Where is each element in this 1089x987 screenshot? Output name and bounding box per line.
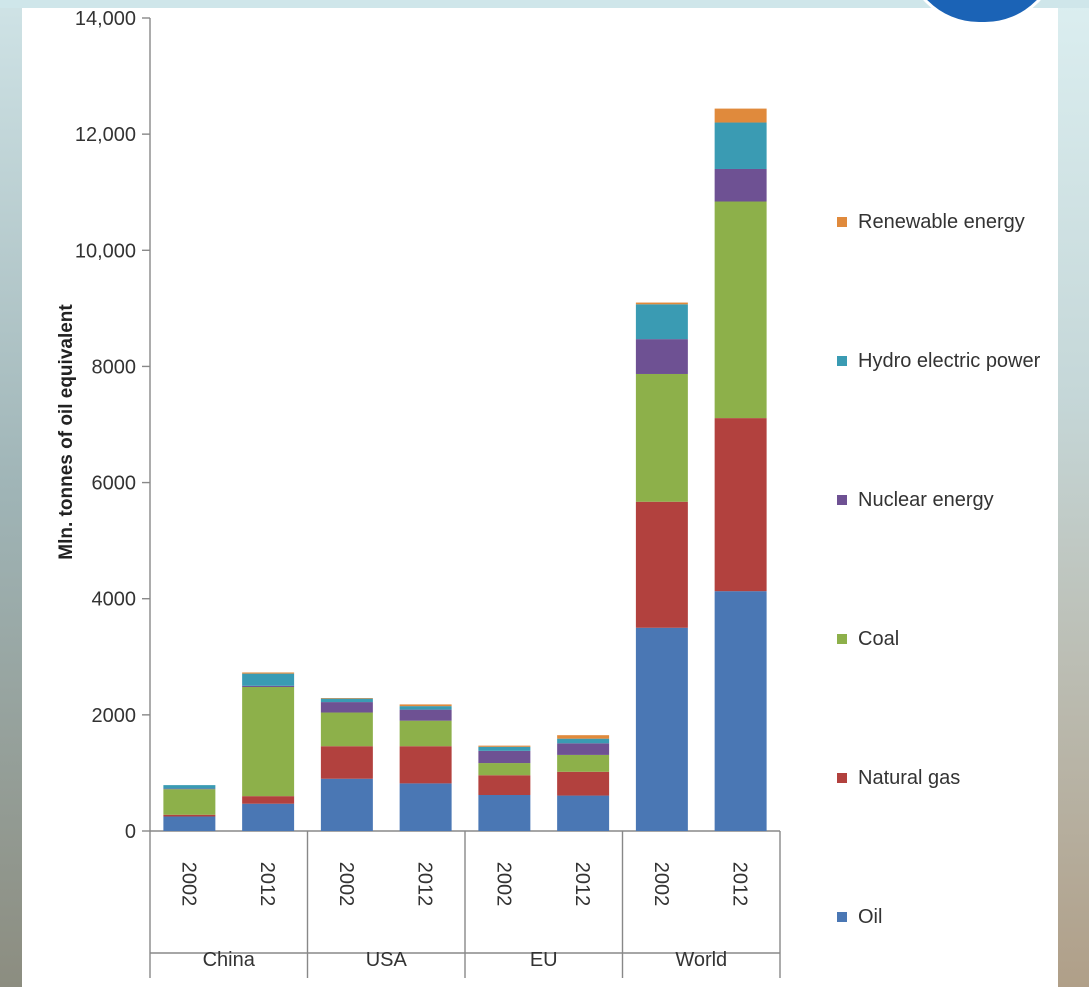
bar-segment (320, 698, 373, 699)
bar-segment (242, 803, 295, 831)
y-tick-label: 4000 (92, 589, 137, 611)
group-label: USA (366, 949, 408, 971)
bar-segment (478, 763, 531, 776)
bar-segment (163, 785, 216, 789)
bar-segment (320, 746, 373, 779)
bar-segment (478, 750, 531, 764)
x-tick-label: 2012 (729, 862, 751, 907)
bar-segment (635, 373, 688, 502)
legend-swatch (837, 217, 847, 227)
bar-segment (399, 709, 452, 721)
legend-label: Hydro electric power (858, 350, 1041, 372)
bar-segment (242, 686, 295, 797)
x-tick-label: 2012 (256, 862, 278, 907)
legend-label: Nuclear energy (858, 489, 994, 511)
y-tick-label: 6000 (92, 473, 137, 495)
bar-segment (557, 795, 610, 831)
bar-segment (399, 706, 452, 710)
legend-swatch (837, 634, 847, 644)
bar-segment (399, 746, 452, 784)
bar-segment (242, 672, 295, 674)
bar-segment (714, 591, 767, 831)
bar-segment (557, 738, 610, 744)
bar-segment (714, 418, 767, 592)
bar-segment (399, 720, 452, 747)
stacked-bar-chart: 0 2000 4000 6000 8000 10,000 12,000 14,000 2002… (56, 8, 1041, 978)
bar-segment (478, 794, 531, 831)
bar-segment (320, 712, 373, 747)
y-tick-label: 0 (125, 821, 136, 843)
bar-segment (242, 673, 295, 686)
bar-segment (714, 108, 767, 123)
bar-segment (242, 685, 295, 687)
bar-segment (557, 771, 610, 796)
bar-segment (478, 746, 531, 751)
bar-segment (163, 789, 216, 815)
bar-segment (163, 816, 216, 831)
x-tick-label: 2002 (650, 862, 672, 907)
bar-segment (320, 778, 373, 831)
y-axis-label: Mln. tonnes of oil equivalent (56, 304, 77, 560)
bar-segment (163, 788, 216, 790)
x-tick-label: 2002 (492, 862, 514, 907)
y-tick-label: 2000 (92, 705, 137, 727)
y-tick-label: 8000 (92, 356, 137, 378)
bar-segment (478, 775, 531, 795)
legend-label: Natural gas (858, 767, 960, 789)
chart-panel: 0 2000 4000 6000 8000 10,000 12,000 14,000 2002… (22, 0, 1060, 987)
legend-swatch (837, 356, 847, 366)
bar-segment (714, 168, 767, 202)
background-photo-top (0, 0, 1089, 8)
group-label: China (203, 949, 256, 971)
legend-label: Renewable energy (858, 211, 1025, 233)
legend-label: Coal (858, 628, 899, 650)
x-tick-label: 2002 (335, 862, 357, 907)
bar-segment (320, 698, 373, 703)
bar-segment (399, 783, 452, 831)
bar-segment (557, 743, 610, 755)
group-label: World (675, 949, 727, 971)
bar-segment (635, 302, 688, 305)
legend-swatch (837, 912, 847, 922)
group-label: EU (530, 949, 558, 971)
legend-label: Oil (858, 906, 882, 928)
bar-segment (163, 814, 216, 817)
x-tick-label: 2002 (177, 862, 199, 907)
bar-segment (557, 754, 610, 772)
legend: Renewable energy Hydro electric power Nucl… (837, 211, 1041, 928)
bar-segment (399, 704, 452, 707)
bar-segment (320, 702, 373, 713)
bars (163, 108, 767, 831)
legend-swatch (837, 773, 847, 783)
y-tick-label: 12,000 (75, 124, 136, 146)
x-tick-label: 2012 (571, 862, 593, 907)
legend-swatch (837, 495, 847, 505)
background-photo-right (1055, 0, 1089, 987)
x-tick-label: 2012 (414, 862, 436, 907)
bar-segment (635, 304, 688, 340)
bar-segment (557, 735, 610, 739)
x-axis-labels: 2002 2012 2002 2012 2002 2012 2002 2012 China USA… (177, 862, 750, 971)
bar-segment (714, 201, 767, 419)
y-tick-label: 14,000 (75, 8, 136, 30)
bar-segment (635, 627, 688, 831)
bar-segment (478, 745, 531, 747)
bar-segment (635, 339, 688, 374)
bar-segment (242, 796, 295, 804)
bar-segment (635, 501, 688, 628)
y-tick-label: 10,000 (75, 240, 136, 262)
bar-segment (714, 122, 767, 169)
